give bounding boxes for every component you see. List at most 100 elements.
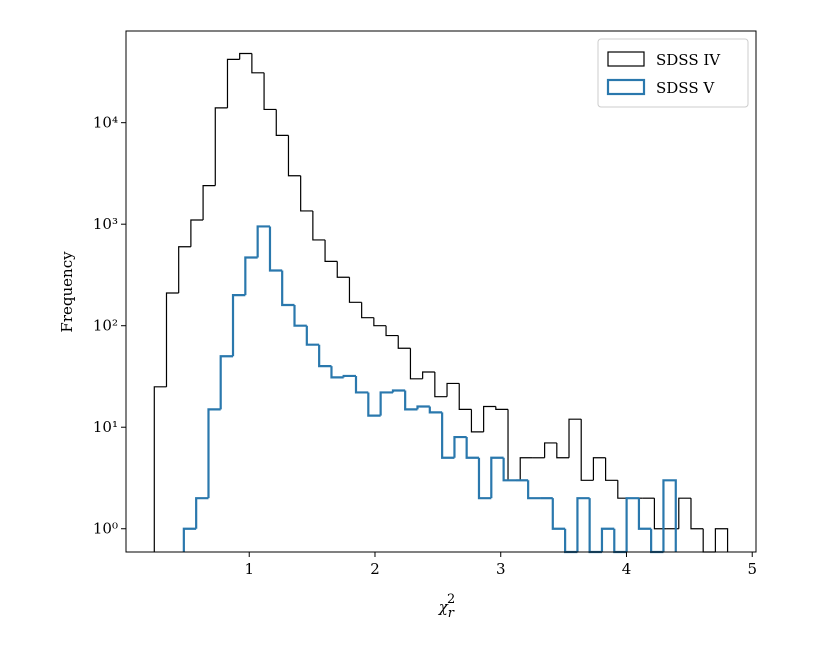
histogram-bin xyxy=(588,498,602,554)
x-label-base: χ xyxy=(438,598,449,616)
histogram-bin xyxy=(300,175,313,212)
histogram-bin xyxy=(527,480,541,500)
x-tick-label: 3 xyxy=(496,560,506,578)
histogram-bin xyxy=(391,389,406,393)
histogram-bin xyxy=(458,383,472,410)
histogram-bin xyxy=(361,302,374,319)
histogram-bin xyxy=(662,479,677,552)
histogram-bin xyxy=(690,498,704,530)
histogram-bin xyxy=(544,442,557,458)
histogram-bin xyxy=(178,246,191,293)
histogram-bin xyxy=(551,498,566,530)
y-tick-label: 10¹ xyxy=(93,418,118,436)
histogram-bin xyxy=(367,392,381,417)
histogram-bin xyxy=(502,457,516,482)
histogram-bin xyxy=(637,498,652,530)
x-tick-label: 4 xyxy=(622,560,632,578)
y-tick-label: 10⁰ xyxy=(93,520,118,538)
histogram-bin xyxy=(653,498,667,530)
histogram-bin xyxy=(373,317,387,327)
histogram-bin xyxy=(434,371,448,398)
histogram-bin xyxy=(202,184,216,220)
histogram-bin xyxy=(263,72,277,111)
histogram-bin xyxy=(268,226,283,272)
histogram-bin xyxy=(190,219,204,247)
histogram-bin xyxy=(564,528,578,554)
histogram-bin xyxy=(453,435,467,458)
x-tick-label: 1 xyxy=(244,560,254,578)
histogram-bin xyxy=(507,409,521,481)
x-label-sup: 2 xyxy=(447,592,455,607)
legend-label: SDSS V xyxy=(656,79,715,97)
x-tick-label: 5 xyxy=(747,560,757,578)
histogram-bin xyxy=(397,335,411,349)
histogram-bin xyxy=(226,58,240,108)
histogram-bin xyxy=(305,325,320,346)
histogram-bin xyxy=(678,497,691,529)
histogram-bin xyxy=(244,256,258,296)
plot-frame xyxy=(125,30,757,553)
histogram-bin xyxy=(256,225,270,258)
histogram-bin xyxy=(275,109,289,136)
histogram-bin xyxy=(239,52,252,60)
histogram-bin xyxy=(477,457,492,500)
histogram-bin xyxy=(580,419,594,481)
y-tick-label: 10³ xyxy=(93,215,118,233)
histogram-bin xyxy=(592,457,606,481)
histogram-bin xyxy=(348,277,362,303)
histogram-bin xyxy=(385,325,399,337)
histogram-bin xyxy=(428,406,443,414)
histogram-bin xyxy=(613,528,627,554)
y-tick-label: 10⁴ xyxy=(93,114,118,132)
histogram-bin xyxy=(416,405,430,410)
histogram-bin xyxy=(219,355,234,410)
legend-box xyxy=(597,38,749,108)
histogram-bin xyxy=(600,527,615,552)
histogram-bin xyxy=(519,457,533,481)
histogram-bin xyxy=(182,527,197,552)
histogram-bin xyxy=(312,210,326,241)
histogram-bin xyxy=(490,456,504,499)
histogram-bin xyxy=(605,457,618,481)
histogram-bin xyxy=(231,294,246,357)
histogram-bin xyxy=(470,409,484,433)
legend-swatch xyxy=(607,51,645,67)
histogram-bin xyxy=(576,497,590,552)
histogram-bin xyxy=(617,480,630,499)
histogram-bin xyxy=(207,408,221,499)
legend-label: SDSS IV xyxy=(656,51,721,69)
histogram-bin xyxy=(379,391,393,416)
histogram-bin xyxy=(287,135,301,177)
x-label-sub: r xyxy=(448,606,455,621)
x-tick-label: 2 xyxy=(370,560,380,578)
histogram-bin xyxy=(495,406,509,410)
histogram-bin xyxy=(702,528,716,553)
histogram-bin xyxy=(293,304,307,327)
histogram-bin xyxy=(251,53,265,74)
histogram-bin xyxy=(568,418,582,458)
histogram-bin xyxy=(404,390,418,411)
histogram-bin xyxy=(342,374,356,378)
histogram-bin xyxy=(465,437,479,459)
histogram-bin xyxy=(318,344,332,368)
histogram-bin xyxy=(556,442,570,459)
legend-swatch xyxy=(606,78,646,96)
histogram-bin xyxy=(422,371,435,379)
histogram-bin xyxy=(446,382,460,397)
histogram-bin xyxy=(153,386,167,552)
histogram-bin xyxy=(441,412,455,459)
histogram-bin xyxy=(214,107,228,186)
y-tick-label: 10² xyxy=(93,317,118,335)
histogram-bin xyxy=(165,292,179,387)
histogram-bin xyxy=(650,528,664,554)
histogram-bin xyxy=(625,497,639,552)
histogram-bin xyxy=(409,348,423,380)
x-axis-label: χr2 xyxy=(438,592,456,621)
histogram-bin xyxy=(354,375,369,394)
y-axis-label: Frequency xyxy=(58,251,76,333)
histogram-bin xyxy=(714,528,729,552)
histogram-bin xyxy=(281,270,295,307)
histogram-bin xyxy=(483,405,496,432)
histogram-bin xyxy=(336,261,350,278)
